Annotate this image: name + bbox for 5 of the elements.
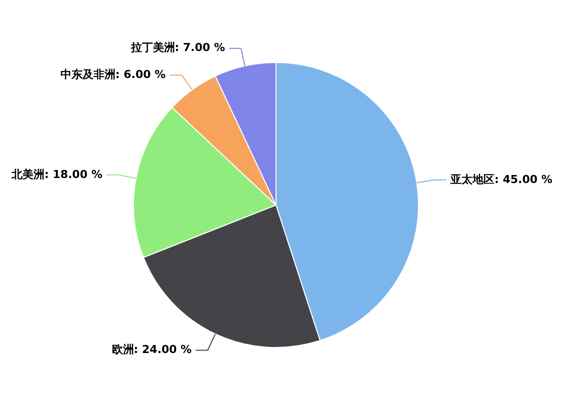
slice-label: 中东及非洲: 6.00 % [60, 68, 166, 82]
slice-label: 北美洲: 18.00 % [10, 168, 102, 181]
slice-label: 拉丁美洲: 7.00 % [130, 41, 225, 54]
slice-label: 亚太地区: 45.00 % [450, 172, 552, 186]
slice-label: 欧洲: 24.00 % [112, 343, 192, 356]
